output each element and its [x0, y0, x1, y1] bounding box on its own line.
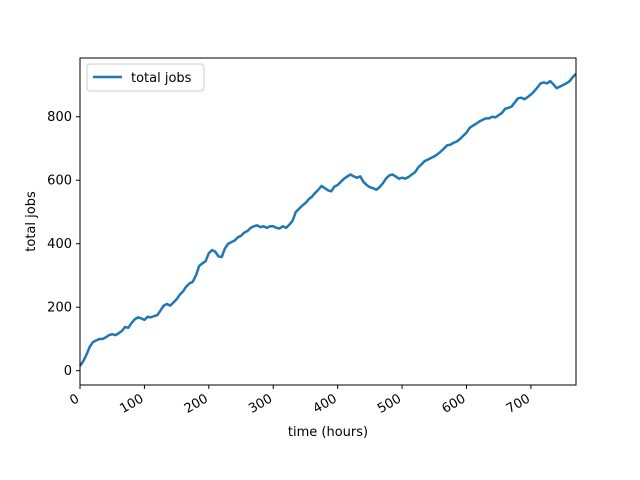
legend-frame — [86, 63, 205, 92]
legend: total jobs — [86, 63, 205, 92]
plot-frame — [79, 57, 577, 386]
x-axis-label: time (hours) — [288, 425, 368, 440]
y-tick-label: 600 — [47, 174, 72, 189]
legend-label: total jobs — [131, 71, 192, 86]
y-tick-label: 200 — [47, 301, 72, 316]
y-tick-label: 0 — [64, 364, 72, 379]
series-line-0 — [78, 72, 577, 367]
y-tick-label: 400 — [47, 237, 72, 252]
y-axis-label: total jobs — [24, 191, 39, 252]
y-tick-label: 800 — [47, 110, 72, 125]
